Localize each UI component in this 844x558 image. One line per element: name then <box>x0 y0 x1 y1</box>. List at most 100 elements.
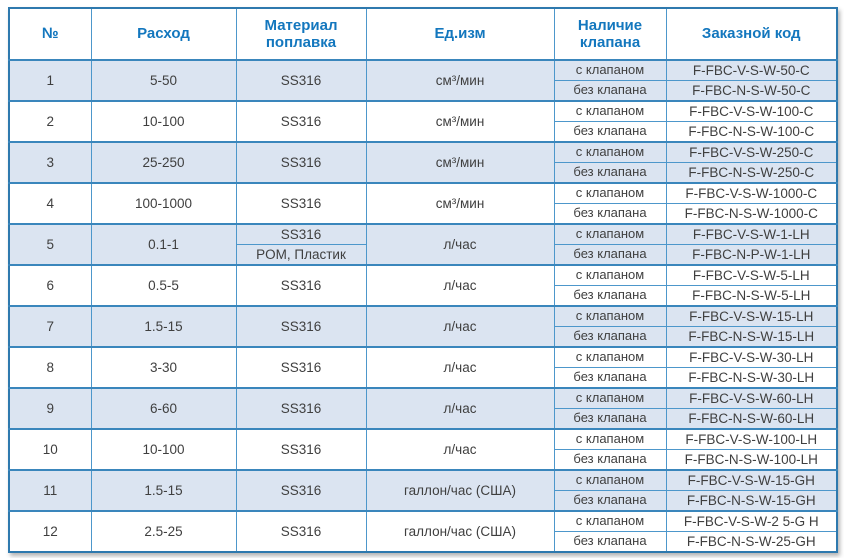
valve-with-label: с клапаном <box>553 182 667 204</box>
order-code: F-FBC-N-S-W-25-GH <box>665 531 838 553</box>
unit-of-measure: см³/мин <box>365 182 555 225</box>
row-number: 8 <box>8 346 92 389</box>
float-material: SS316 <box>235 305 367 348</box>
order-code: F-FBC-N-S-W-15-GH <box>665 490 838 512</box>
table-subrow: POM, Пластик без клапана F-FBC-N-P-W-1-LH <box>9 244 838 266</box>
row-number: 11 <box>8 469 92 512</box>
unit-of-measure: л/час <box>365 264 555 307</box>
table-row: 9 6-60 SS316 л/час с клапаном F-FBC-V-S-W-60-… <box>8 387 838 430</box>
float-material: POM, Пластик <box>235 244 367 266</box>
valve-without-label: без клапана <box>553 285 667 307</box>
valve-without-label: без клапана <box>553 408 667 430</box>
col-header-code: Заказной код <box>665 7 838 61</box>
flow-range: 6-60 <box>90 387 237 430</box>
flow-range: 0.1-1 <box>90 223 237 266</box>
order-code: F-FBC-N-S-W-1000-C <box>665 203 838 225</box>
order-code: F-FBC-V-S-W-60-LH <box>665 387 838 409</box>
order-code: F-FBC-N-S-W-15-LH <box>665 326 838 348</box>
flow-range: 10-100 <box>90 428 237 471</box>
row-number: 3 <box>8 141 92 184</box>
table-row: 1 5-50 SS316 см³/мин с клапаном F-FBC-V-S-W-5… <box>8 59 838 102</box>
row-number: 10 <box>8 428 92 471</box>
unit-of-measure: л/час <box>365 387 555 430</box>
table-subrow: без клапана F-FBC-N-S-W-100-LH <box>9 449 838 471</box>
order-code: F-FBC-V-S-W-30-LH <box>665 346 838 368</box>
order-code: F-FBC-N-S-W-100-C <box>665 121 838 143</box>
order-code: F-FBC-V-S-W-5-LH <box>665 264 838 286</box>
order-code: F-FBC-N-S-W-60-LH <box>665 408 838 430</box>
flow-range: 1.5-15 <box>90 469 237 512</box>
valve-with-label: с клапаном <box>553 141 667 163</box>
row-number: 7 <box>8 305 92 348</box>
valve-with-label: с клапаном <box>553 346 667 368</box>
order-code: F-FBC-V-S-W-250-C <box>665 141 838 163</box>
float-material: SS316 <box>235 428 367 471</box>
valve-without-label: без клапана <box>553 326 667 348</box>
float-material: SS316 <box>235 141 367 184</box>
valve-with-label: с клапаном <box>553 59 667 81</box>
order-code: F-FBC-V-S-W-15-GH <box>665 469 838 491</box>
order-code: F-FBC-V-S-W-100-C <box>665 100 838 122</box>
spec-table: № Расход Материал поплавка Ед.изм Наличи… <box>8 7 838 553</box>
valve-without-label: без клапана <box>553 203 667 225</box>
unit-of-measure: л/час <box>365 346 555 389</box>
table-subrow: без клапана F-FBC-N-S-W-1000-C <box>9 203 838 225</box>
valve-with-label: с клапаном <box>553 428 667 450</box>
float-material: SS316 <box>235 223 367 245</box>
valve-without-label: без клапана <box>553 531 667 553</box>
flow-range: 5-50 <box>90 59 237 102</box>
order-code: F-FBC-N-S-W-100-LH <box>665 449 838 471</box>
order-code: F-FBC-V-S-W-2 5-G H <box>665 510 838 532</box>
flow-range: 3-30 <box>90 346 237 389</box>
valve-with-label: с клапаном <box>553 469 667 491</box>
row-number: 5 <box>8 223 92 266</box>
valve-without-label: без клапана <box>553 80 667 102</box>
float-material: SS316 <box>235 182 367 225</box>
table-subrow: без клапана F-FBC-N-S-W-50-C <box>9 80 838 102</box>
valve-with-label: с клапаном <box>553 387 667 409</box>
table-row: 12 2.5-25 SS316 галлон/час (США) с клапаном F… <box>8 510 838 553</box>
float-material: SS316 <box>235 59 367 102</box>
valve-with-label: с клапаном <box>553 100 667 122</box>
float-material: SS316 <box>235 346 367 389</box>
row-number: 4 <box>8 182 92 225</box>
order-code: F-FBC-V-S-W-100-LH <box>665 428 838 450</box>
col-header-material: Материал поплавка <box>235 7 367 61</box>
table-row: 11 1.5-15 SS316 галлон/час (США) с клапаном F… <box>8 469 838 512</box>
unit-of-measure: галлон/час (США) <box>365 510 555 553</box>
row-number: 1 <box>8 59 92 102</box>
unit-of-measure: см³/мин <box>365 59 555 102</box>
table-row: 7 1.5-15 SS316 л/час с клапаном F-FBC-V-S-W-1… <box>8 305 838 348</box>
table-row: 6 0.5-5 SS316 л/час с клапаном F-FBC-V-S-W-5-… <box>8 264 838 307</box>
table-subrow: без клапана F-FBC-N-S-W-25-GH <box>9 531 838 553</box>
table-header: № Расход Материал поплавка Ед.изм Наличи… <box>8 7 838 61</box>
order-code: F-FBC-V-S-W-50-C <box>665 59 838 81</box>
order-code: F-FBC-V-S-W-15-LH <box>665 305 838 327</box>
valve-without-label: без клапана <box>553 244 667 266</box>
order-code: F-FBC-N-S-W-250-C <box>665 162 838 184</box>
order-code: F-FBC-N-S-W-30-LH <box>665 367 838 389</box>
valve-with-label: с клапаном <box>553 305 667 327</box>
float-material: SS316 <box>235 510 367 553</box>
col-header-number: № <box>8 7 92 61</box>
flow-range: 25-250 <box>90 141 237 184</box>
float-material: SS316 <box>235 387 367 430</box>
flow-range: 2.5-25 <box>90 510 237 553</box>
unit-of-measure: л/час <box>365 305 555 348</box>
flow-range: 1.5-15 <box>90 305 237 348</box>
table-subrow: без клапана F-FBC-N-S-W-30-LH <box>9 367 838 389</box>
float-material: SS316 <box>235 264 367 307</box>
col-header-flow: Расход <box>90 7 237 61</box>
order-code: F-FBC-V-S-W-1000-C <box>665 182 838 204</box>
table-row: 2 10-100 SS316 см³/мин с клапаном F-FBC-V-S-W… <box>8 100 838 143</box>
order-code: F-FBC-V-S-W-1-LH <box>665 223 838 245</box>
unit-of-measure: галлон/час (США) <box>365 469 555 512</box>
table-row: 4 100-1000 SS316 см³/мин с клапаном F-FBC-V-S… <box>8 182 838 225</box>
order-code: F-FBC-N-S-W-50-C <box>665 80 838 102</box>
valve-without-label: без клапана <box>553 490 667 512</box>
table-body: 1 5-50 SS316 см³/мин с клапаном F-FBC-V-S-W-5… <box>8 59 838 553</box>
valve-without-label: без клапана <box>553 367 667 389</box>
col-header-unit: Ед.изм <box>365 7 555 61</box>
table-row: 5 0.1-1 SS316 л/час с клапаном F-FBC-V-S-W-1-… <box>8 223 838 266</box>
order-code: F-FBC-N-P-W-1-LH <box>665 244 838 266</box>
